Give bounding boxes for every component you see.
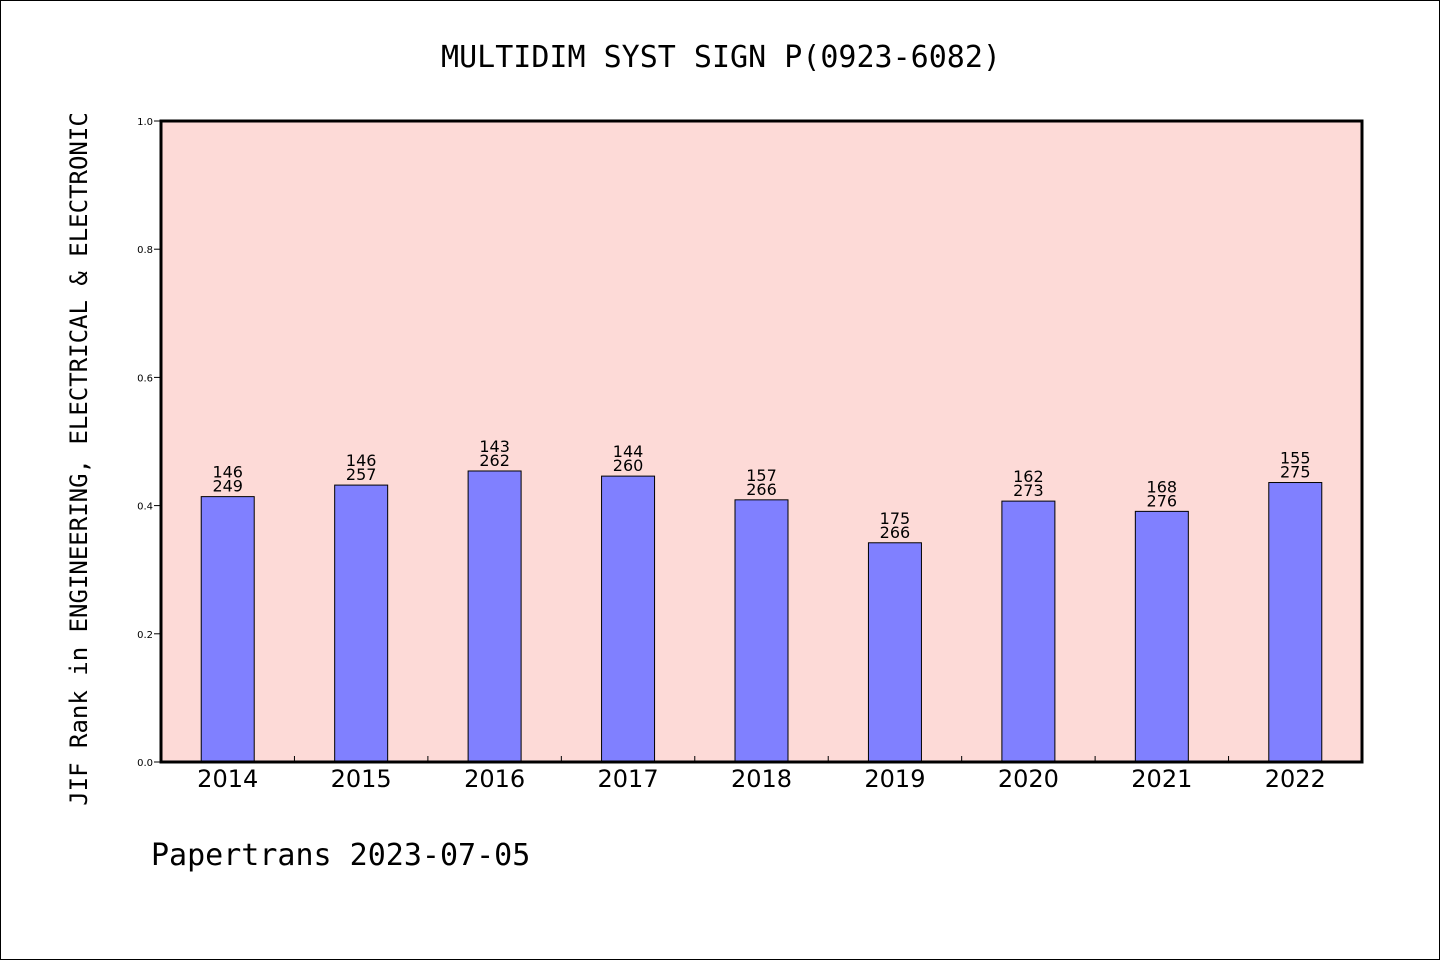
bar-2019 xyxy=(867,542,922,763)
y-tick-label: 0.8 xyxy=(137,245,153,256)
bar-2021 xyxy=(1134,510,1189,763)
data-label-rank: 175 xyxy=(880,509,911,528)
bar-series xyxy=(200,470,1323,763)
data-label-total: 260 xyxy=(613,456,644,475)
data-label-rank: 157 xyxy=(746,466,777,485)
data-label-rank: 168 xyxy=(1147,477,1178,496)
bar-2015 xyxy=(334,484,389,763)
bar-2014 xyxy=(200,496,255,763)
x-tick-label: 2020 xyxy=(998,765,1059,793)
y-tick-label: 0.2 xyxy=(137,630,153,641)
x-axis: 2014 2015 2016 2017 2018 2019 2020 2021 2022 xyxy=(197,756,1326,793)
chart-title: MULTIDIM SYST SIGN P(0923-6082) xyxy=(441,40,1001,75)
data-label-rank: 144 xyxy=(613,442,644,461)
data-label-total: 276 xyxy=(1147,491,1178,510)
y-tick-label: 0.6 xyxy=(137,373,153,384)
y-tick-label: 1.0 xyxy=(137,117,153,128)
x-tick-label: 2016 xyxy=(464,765,525,793)
y-tick-label: 0.4 xyxy=(137,502,153,513)
data-label-rank: 155 xyxy=(1280,449,1311,468)
y-tick-label: 0.0 xyxy=(137,758,153,769)
y-axis-label: JIF Rank in ENGINEERING, ELECTRICAL & EL… xyxy=(65,112,93,806)
x-tick-label: 2021 xyxy=(1131,765,1192,793)
bar-2016 xyxy=(467,470,522,763)
data-label-rank: 146 xyxy=(212,463,243,482)
data-label-total: 266 xyxy=(880,523,911,542)
bar-2017 xyxy=(601,475,656,763)
data-label-total: 275 xyxy=(1280,463,1311,482)
x-tick-label: 2017 xyxy=(598,765,659,793)
x-tick-label: 2019 xyxy=(864,765,925,793)
x-tick-label: 2015 xyxy=(331,765,392,793)
data-label-total: 257 xyxy=(346,465,377,484)
bar-2022 xyxy=(1268,482,1323,763)
x-tick-label: 2018 xyxy=(731,765,792,793)
plot-border xyxy=(159,119,1364,764)
x-tick-label: 2014 xyxy=(197,765,258,793)
data-label-rank: 162 xyxy=(1013,467,1044,486)
bar-2018 xyxy=(734,499,789,763)
footer-text: Papertrans 2023-07-05 xyxy=(151,838,530,873)
data-label-rank: 146 xyxy=(346,451,377,470)
bar-2020 xyxy=(1001,500,1056,763)
y-axis: 0.0 0.2 0.4 0.6 0.8 1.0 xyxy=(137,117,161,769)
x-tick-label: 2022 xyxy=(1265,765,1326,793)
data-label-total: 266 xyxy=(746,480,777,499)
data-label-total: 273 xyxy=(1013,481,1044,500)
data-label-rank: 143 xyxy=(479,437,510,456)
data-label-total: 249 xyxy=(212,477,243,496)
data-label-total: 262 xyxy=(479,451,510,470)
